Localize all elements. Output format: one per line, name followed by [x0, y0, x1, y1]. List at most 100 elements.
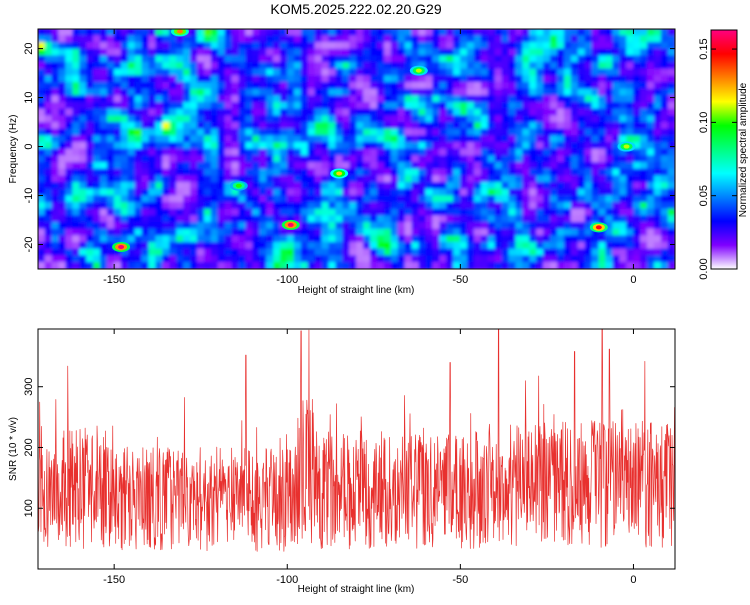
heatmap-cell — [432, 35, 440, 43]
heatmap-cell — [522, 182, 530, 190]
heatmap-cell — [273, 242, 281, 250]
heatmap-cell — [190, 182, 198, 190]
heatmap-cell — [390, 262, 399, 269]
heatmap-cell — [453, 162, 461, 170]
heatmap-cell — [473, 235, 482, 243]
heatmap-cell — [231, 215, 240, 223]
heatmap-cell — [591, 88, 600, 96]
heatmap-cell — [100, 55, 108, 63]
heatmap-cell — [515, 155, 523, 163]
heatmap-cell — [536, 155, 544, 163]
heatmap-cell — [653, 142, 662, 150]
heatmap-cell — [72, 262, 80, 269]
heatmap-cell — [314, 208, 323, 216]
heatmap-cell — [286, 95, 295, 103]
heatmap-cell — [370, 135, 378, 143]
heatmap-cell — [543, 202, 551, 210]
heatmap-cell — [501, 215, 510, 223]
heatmap-cell — [626, 102, 634, 110]
heatmap-cell — [570, 148, 579, 156]
heatmap-cell — [556, 55, 565, 63]
heatmap-cell — [252, 35, 260, 43]
heatmap-cell — [494, 215, 503, 223]
heatmap-cell — [169, 222, 177, 230]
heatmap-cell — [480, 55, 489, 63]
heatmap-cell — [473, 48, 482, 56]
heatmap-cell — [404, 88, 413, 96]
heatmap-cell — [190, 168, 198, 176]
heatmap-cell — [231, 29, 240, 36]
heatmap-cell — [508, 62, 517, 70]
heatmap-cell — [363, 248, 371, 256]
heatmap-cell — [425, 162, 433, 170]
heatmap-cell — [390, 42, 399, 50]
heatmap-cell — [300, 122, 309, 130]
heatmap-cell — [446, 115, 454, 123]
heatmap-cell — [383, 242, 392, 250]
heatmap-cell — [134, 82, 143, 90]
heatmap-cell — [79, 162, 87, 170]
heatmap-cell — [293, 55, 302, 63]
heatmap-cell — [217, 148, 226, 156]
heatmap-cell — [286, 148, 295, 156]
heatmap-cell — [65, 62, 73, 70]
heatmap-cell — [529, 62, 537, 70]
heatmap-cell — [51, 168, 60, 176]
heatmap-cell — [356, 102, 364, 110]
heatmap-cell — [446, 202, 454, 210]
heatmap-cell — [314, 135, 323, 143]
heatmap-cell — [190, 188, 198, 196]
heatmap-cell — [79, 248, 87, 256]
heatmap-cell — [466, 135, 475, 143]
heatmap-cell — [376, 235, 385, 243]
heatmap-cell — [148, 242, 157, 250]
heatmap-cell — [44, 95, 53, 103]
heatmap-cell — [577, 122, 586, 130]
heatmap-cell — [425, 235, 433, 243]
heatmap-cell — [563, 142, 572, 150]
heatmap-cell — [619, 35, 627, 43]
heatmap-cell — [591, 122, 600, 130]
heatmap-cell — [515, 42, 523, 50]
heatmap-cell — [224, 242, 233, 250]
heatmap-cell — [100, 128, 108, 136]
heatmap-cell — [51, 68, 60, 76]
heatmap-cell — [404, 95, 413, 103]
heatmap-cell — [501, 75, 510, 83]
heatmap-cell — [460, 188, 468, 196]
heatmap-cell — [515, 255, 523, 263]
heatmap-cell — [591, 262, 600, 269]
heatmap-cell — [349, 262, 357, 269]
heatmap-cell — [321, 168, 330, 176]
heatmap-cell — [231, 155, 240, 163]
heatmap-cell — [141, 222, 150, 230]
heatmap-cell — [418, 195, 427, 203]
heatmap-cell — [148, 68, 157, 76]
heatmap-cell — [515, 48, 523, 56]
heatmap-cell — [446, 108, 454, 116]
heatmap-cell — [38, 122, 46, 130]
heatmap-cell — [93, 195, 101, 203]
heatmap-cell — [190, 148, 198, 156]
heatmap-cell — [79, 175, 87, 183]
heatmap-cell — [522, 195, 530, 203]
heatmap-cell — [280, 108, 288, 116]
heatmap-cell — [453, 215, 461, 223]
heatmap-cell — [252, 75, 260, 83]
heatmap-cell — [314, 62, 323, 70]
heatmap-cell — [217, 35, 226, 43]
heatmap-cell — [273, 115, 281, 123]
heatmap-cell — [473, 122, 482, 130]
heatmap-cell — [432, 68, 440, 76]
heatmap-cell — [487, 162, 496, 170]
heatmap-cell — [626, 108, 634, 116]
heatmap-cell — [563, 215, 572, 223]
heatmap-cell — [584, 208, 593, 216]
colorbar-tick-label: 0.10 — [698, 112, 710, 133]
heatmap-cell — [411, 155, 420, 163]
heatmap-cell — [397, 215, 406, 223]
heatmap-cell — [543, 242, 551, 250]
heatmap-cell — [363, 82, 371, 90]
heatmap-cell — [217, 255, 226, 263]
